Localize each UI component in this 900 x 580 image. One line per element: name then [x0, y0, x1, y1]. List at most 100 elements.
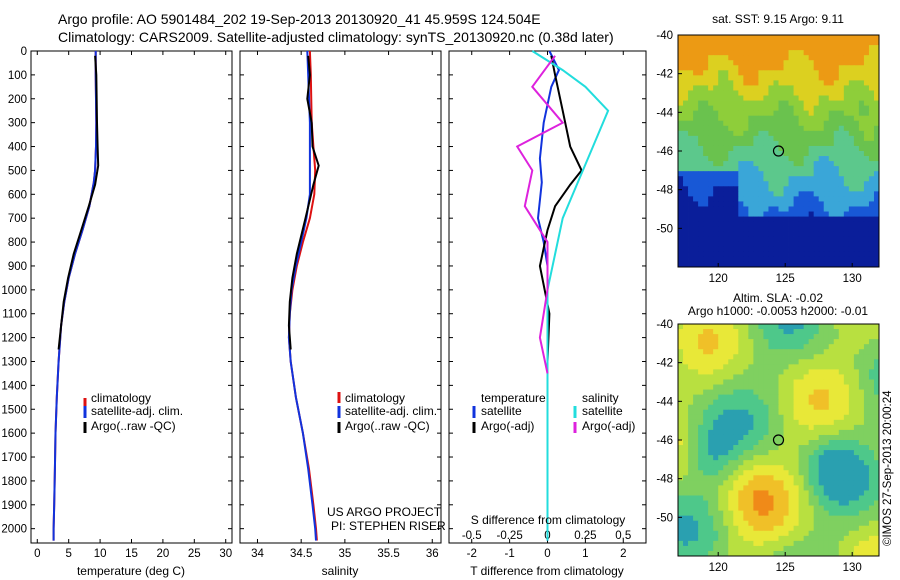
heatmap-cell — [693, 520, 699, 527]
heatmap-cell — [728, 241, 734, 248]
heatmap-cell — [793, 256, 800, 263]
heatmap-cell — [868, 359, 875, 365]
heatmap-cell — [773, 236, 779, 243]
heatmap-cell — [743, 130, 749, 137]
heatmap-cell — [753, 424, 759, 431]
heatmap-cell — [768, 191, 774, 197]
heatmap-cell — [823, 545, 830, 552]
heatmap-cell — [863, 211, 870, 217]
heatmap-cell — [858, 450, 865, 456]
heatmap-cell — [778, 125, 784, 132]
heatmap-cell — [748, 231, 754, 238]
heatmap-cell — [843, 445, 850, 451]
series-line-satellite-adj-clim- — [52, 51, 98, 541]
heatmap-cell — [678, 510, 684, 517]
heatmap-cell — [688, 359, 694, 365]
heatmap-cell — [683, 40, 689, 46]
heatmap-cell — [768, 530, 774, 537]
heatmap-cell — [728, 455, 734, 461]
heatmap-cell — [858, 495, 865, 501]
heatmap-cell — [828, 520, 835, 527]
heatmap-cell — [823, 334, 830, 340]
heatmap-cell — [848, 545, 855, 552]
heatmap-cell — [843, 241, 850, 248]
heatmap-cell — [828, 191, 835, 197]
heatmap-cell — [693, 329, 699, 335]
heatmap-cell — [693, 485, 699, 491]
heatmap-cell — [858, 404, 865, 411]
heatmap-cell — [698, 211, 704, 217]
heatmap-cell — [838, 510, 845, 517]
heatmap-cell — [743, 216, 749, 223]
heatmap-cell — [733, 389, 739, 396]
heatmap-cell — [758, 419, 764, 426]
heatmap-cell — [858, 246, 865, 253]
heatmap-cell — [763, 475, 769, 481]
t-difference-axis-label: T difference from climatology — [470, 564, 624, 578]
heatmap-cell — [753, 490, 759, 496]
heatmap-cell — [858, 399, 865, 406]
heatmap-cell — [843, 90, 850, 96]
heatmap-cell — [773, 424, 779, 431]
heatmap-cell — [718, 505, 724, 512]
heatmap-cell — [843, 460, 850, 466]
heatmap-cell — [703, 445, 709, 451]
heatmap-cell — [753, 246, 759, 253]
heatmap-cell — [713, 201, 719, 207]
heatmap-cell — [828, 120, 835, 127]
heatmap-cell — [863, 256, 870, 263]
heatmap-cell — [798, 65, 805, 71]
heatmap-cell — [718, 191, 724, 197]
map-y-tick-label: -50 — [656, 223, 673, 235]
heatmap-cell — [793, 171, 800, 177]
heatmap-cell — [678, 475, 684, 481]
heatmap-cell — [763, 324, 769, 330]
heatmap-cell — [698, 369, 704, 375]
heatmap-cell — [863, 95, 870, 101]
heatmap-cell — [808, 535, 815, 542]
heatmap-cell — [858, 226, 865, 233]
heatmap-cell — [773, 45, 779, 51]
heatmap-cell — [733, 324, 739, 330]
heatmap-cell — [698, 75, 704, 81]
heatmap-cell — [823, 100, 830, 107]
map-y-tick-label: -44 — [656, 396, 673, 408]
heatmap-cell — [773, 460, 779, 466]
heatmap-cell — [693, 540, 699, 547]
heatmap-cell — [748, 455, 754, 461]
heatmap-cell — [753, 399, 759, 406]
heatmap-cell — [863, 221, 870, 228]
heatmap-cell — [793, 475, 800, 481]
heatmap-cell — [793, 70, 800, 76]
heatmap-cell — [738, 50, 744, 56]
heatmap-cell — [723, 389, 729, 396]
heatmap-cell — [833, 404, 840, 411]
heatmap-cell — [858, 176, 865, 182]
heatmap-cell — [823, 261, 830, 268]
heatmap-cell — [808, 181, 815, 187]
heatmap-cell — [778, 166, 784, 172]
heatmap-cell — [733, 339, 739, 345]
heatmap-cell — [858, 231, 865, 238]
heatmap-cell — [713, 475, 719, 481]
heatmap-cell — [858, 100, 865, 107]
heatmap-cell — [788, 344, 794, 350]
heatmap-cell — [763, 206, 769, 212]
heatmap-cell — [803, 440, 810, 446]
heatmap-cell — [778, 151, 784, 157]
heatmap-cell — [838, 334, 845, 340]
heatmap-cell — [833, 85, 840, 91]
heatmap-cell — [858, 344, 865, 350]
heatmap-cell — [698, 384, 704, 390]
heatmap-cell — [703, 460, 709, 466]
heatmap-cell — [778, 221, 784, 228]
heatmap-cell — [738, 35, 744, 41]
heatmap-cell — [773, 251, 779, 258]
heatmap-cell — [683, 166, 689, 172]
heatmap-cell — [813, 95, 820, 101]
heatmap-cell — [838, 166, 845, 172]
heatmap-cell — [778, 324, 784, 330]
heatmap-cell — [738, 530, 744, 537]
heatmap-cell — [773, 241, 779, 248]
heatmap-cell — [753, 90, 759, 96]
